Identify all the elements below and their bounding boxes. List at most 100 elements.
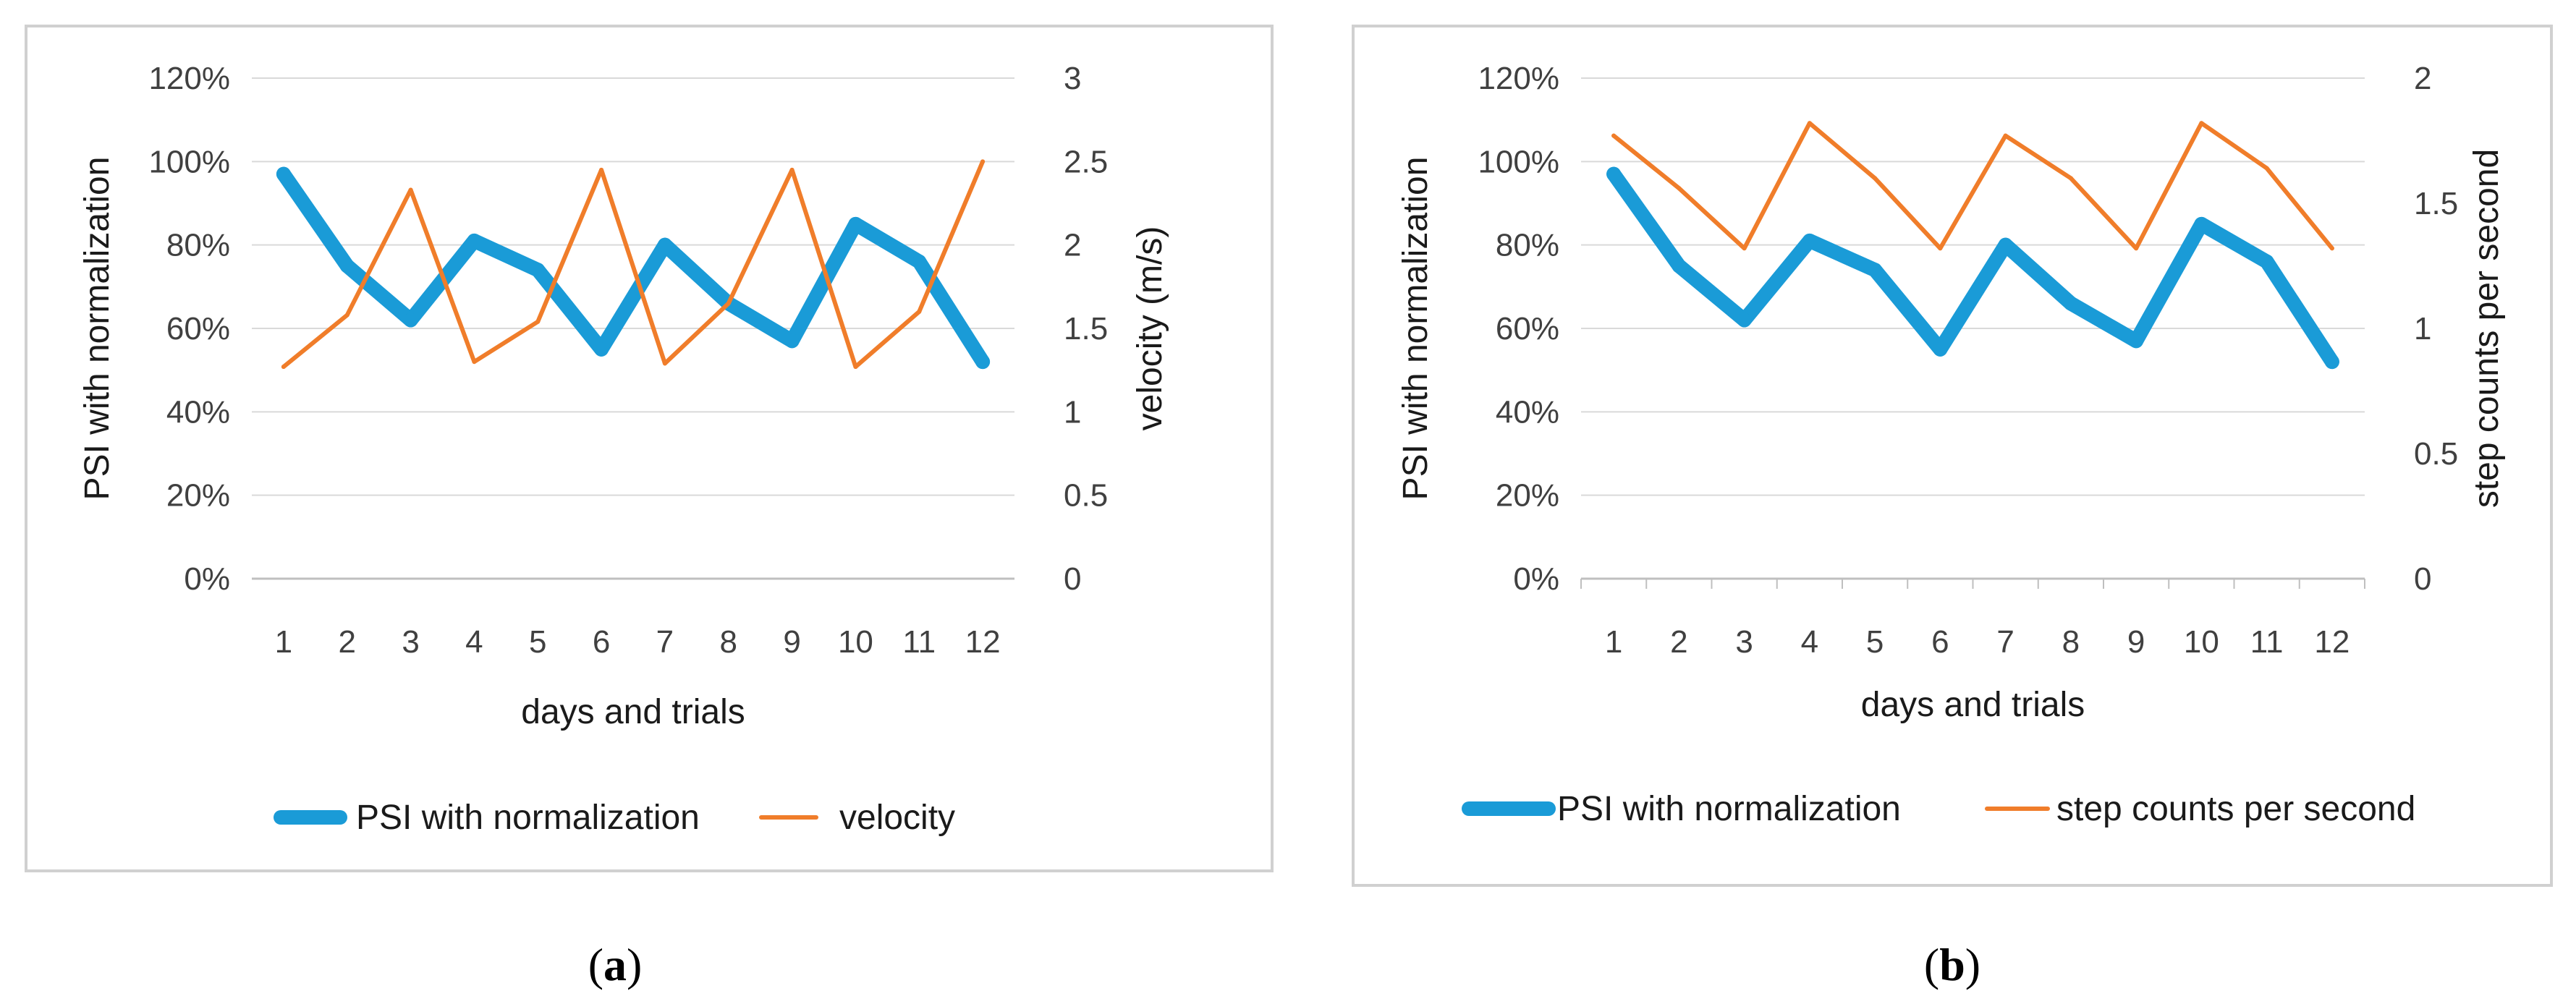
data-point-secondary bbox=[2003, 133, 2008, 138]
x-tick-label: 9 bbox=[783, 624, 800, 660]
x-tick-label: 6 bbox=[593, 624, 610, 660]
x-tick-label: 8 bbox=[720, 624, 737, 660]
chart-frame bbox=[25, 25, 1274, 872]
data-point-secondary bbox=[535, 319, 541, 324]
data-point-psi bbox=[1606, 166, 1622, 182]
y-tick-label: 80% bbox=[166, 228, 230, 263]
y2-tick-label: 3 bbox=[1064, 61, 1081, 96]
data-point-secondary bbox=[662, 361, 667, 366]
legend-label: PSI with normalization bbox=[356, 799, 700, 837]
series-line-psi bbox=[276, 166, 991, 370]
x-axis-title: days and trials bbox=[1861, 686, 2085, 724]
data-point-secondary bbox=[917, 309, 922, 314]
y2-tick-label: 1.5 bbox=[1064, 311, 1108, 346]
caption-letter: a bbox=[603, 939, 627, 990]
chart-panel-b: 0%20%40%60%80%100%120%00.511.521 2 3 4 5 6 7 8 9… bbox=[1352, 25, 2553, 887]
data-point-secondary bbox=[281, 365, 286, 370]
series-line-secondary bbox=[281, 159, 986, 370]
y2-tick-label: 2 bbox=[1064, 228, 1081, 263]
data-point-psi bbox=[2259, 254, 2274, 269]
y-tick-label: 0% bbox=[184, 561, 230, 597]
data-point-psi bbox=[1998, 237, 2013, 252]
y2-tick-label: 1 bbox=[2414, 311, 2431, 346]
x-tick-label: 6 bbox=[1931, 624, 1949, 660]
data-point-secondary bbox=[980, 159, 986, 164]
data-point-psi bbox=[594, 341, 609, 357]
data-point-secondary bbox=[2329, 246, 2334, 251]
data-point-psi bbox=[339, 258, 355, 273]
data-point-secondary bbox=[1611, 133, 1617, 138]
x-tick-label: 7 bbox=[656, 624, 674, 660]
data-point-secondary bbox=[1807, 121, 1812, 126]
data-point-psi bbox=[657, 237, 672, 252]
caption-letter: b bbox=[1939, 939, 1965, 990]
data-point-secondary bbox=[344, 312, 349, 318]
y2-tick-label: 1.5 bbox=[2414, 186, 2458, 221]
x-tick-label: 12 bbox=[2314, 624, 2350, 660]
y2-tick-label: 0.5 bbox=[1064, 478, 1108, 514]
data-point-psi bbox=[784, 333, 800, 349]
data-point-secondary bbox=[408, 187, 413, 192]
x-tick-label: 10 bbox=[838, 624, 873, 660]
data-point-secondary bbox=[726, 301, 731, 306]
y-tick-label: 80% bbox=[1496, 228, 1559, 263]
y-tick-label: 20% bbox=[1496, 478, 1559, 514]
data-point-secondary bbox=[789, 167, 795, 172]
chart-frame bbox=[1352, 25, 2553, 887]
x-axis-title: days and trials bbox=[521, 693, 745, 731]
data-point-psi bbox=[530, 263, 546, 278]
y2-tick-label: 0 bbox=[1064, 561, 1081, 597]
data-point-psi bbox=[2129, 333, 2144, 349]
data-point-psi bbox=[2194, 216, 2209, 231]
y-tick-label: 60% bbox=[166, 311, 230, 346]
y-tick-label: 0% bbox=[1513, 561, 1559, 597]
data-point-secondary bbox=[2134, 246, 2139, 251]
data-point-psi bbox=[1802, 233, 1817, 248]
x-tick-label: 1 bbox=[1605, 624, 1622, 660]
data-point-psi bbox=[2063, 296, 2078, 311]
data-point-psi bbox=[1672, 258, 1687, 273]
y-tick-label: 40% bbox=[1496, 394, 1559, 430]
data-point-psi bbox=[912, 254, 927, 269]
x-tick-label: 3 bbox=[402, 624, 419, 660]
data-point-psi bbox=[1868, 263, 1883, 278]
y2-tick-label: 1 bbox=[1064, 394, 1081, 430]
x-tick-label: 8 bbox=[2062, 624, 2080, 660]
x-tick-label: 2 bbox=[339, 624, 356, 660]
data-point-secondary bbox=[472, 360, 477, 365]
y-tick-label: 120% bbox=[1478, 61, 1559, 96]
y-axis-title: PSI with normalization bbox=[1397, 157, 1435, 501]
x-tick-label: 7 bbox=[1996, 624, 2014, 660]
data-point-psi bbox=[848, 216, 863, 231]
y-tick-label: 60% bbox=[1496, 311, 1559, 346]
x-tick-label: 5 bbox=[529, 624, 546, 660]
data-point-secondary bbox=[853, 365, 858, 370]
chart-panel-a: 0%20%40%60%80%100%120%00.511.522.531 2 3 4 5… bbox=[25, 25, 1274, 872]
caption-open: ( bbox=[1924, 939, 1939, 990]
x-tick-label: 1 bbox=[275, 624, 292, 660]
caption-close: ) bbox=[627, 939, 642, 990]
y-tick-label: 100% bbox=[1478, 144, 1559, 179]
y-tick-label: 40% bbox=[166, 394, 230, 430]
data-point-secondary bbox=[2199, 121, 2204, 126]
data-point-psi bbox=[1933, 341, 1948, 357]
legend-label: velocity bbox=[839, 799, 955, 837]
data-point-psi bbox=[2324, 354, 2339, 370]
legend-label: PSI with normalization bbox=[1557, 790, 1901, 828]
panel-caption: (a) bbox=[588, 939, 643, 990]
legend-label: step counts per second bbox=[2056, 790, 2415, 828]
data-point-secondary bbox=[1873, 176, 1878, 181]
y2-tick-label: 2 bbox=[2414, 61, 2431, 96]
x-tick-label: 4 bbox=[1801, 624, 1818, 660]
y2-tick-label: 0 bbox=[2414, 561, 2431, 597]
data-point-secondary bbox=[2264, 166, 2269, 171]
y2-tick-label: 0.5 bbox=[2414, 436, 2458, 472]
y2-axis-title: velocity (m/s) bbox=[1131, 226, 1169, 431]
data-point-psi bbox=[403, 312, 418, 328]
y-tick-label: 120% bbox=[148, 61, 230, 96]
data-point-secondary bbox=[1742, 246, 1747, 251]
series-line-psi bbox=[1606, 166, 2339, 370]
x-tick-label: 9 bbox=[2127, 624, 2145, 660]
x-tick-label: 11 bbox=[902, 624, 936, 660]
caption-open: ( bbox=[588, 939, 603, 990]
